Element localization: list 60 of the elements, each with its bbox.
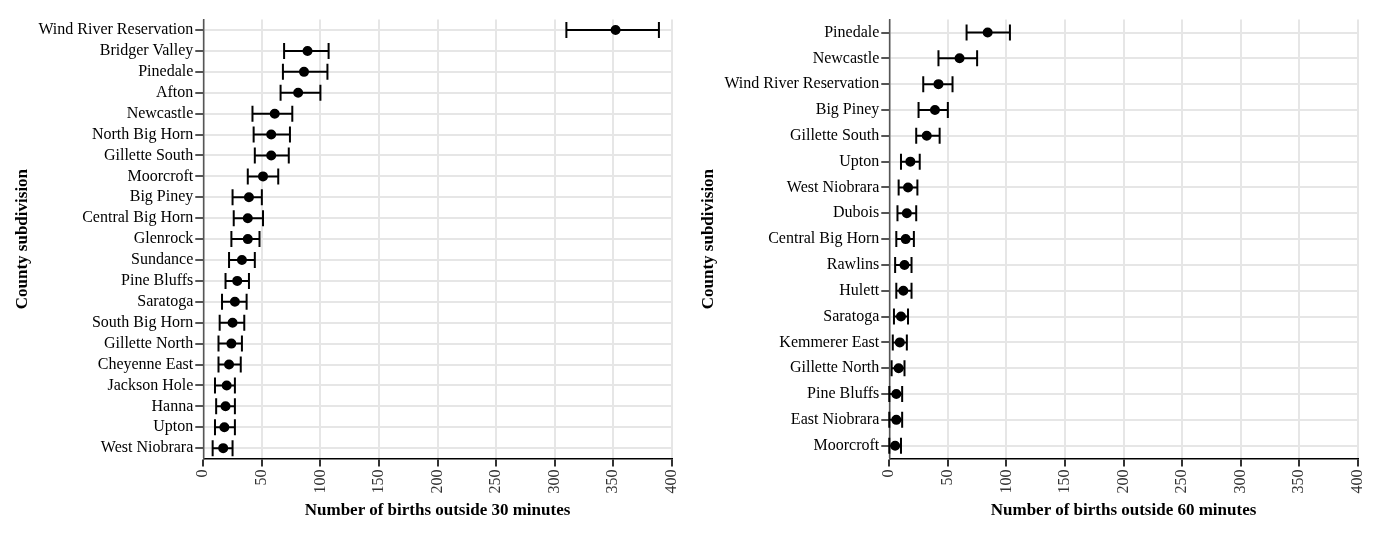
- x-tick-label: 50: [938, 469, 956, 486]
- x-axis-title: Number of births outside 30 minutes: [304, 500, 571, 520]
- x-tick-label: 250: [1172, 469, 1190, 494]
- y-tick-label: Dubois: [833, 203, 880, 221]
- y-tick-label: Glenrock: [133, 229, 194, 247]
- y-tick-label: Central Big Horn: [82, 208, 194, 227]
- y-tick-label: Afton: [155, 82, 194, 100]
- y-tick-label: Saratoga: [137, 292, 194, 311]
- y-tick-label: Big Piney: [815, 100, 880, 119]
- x-tick-label: 150: [369, 469, 387, 494]
- y-tick-label: West Niobrara: [786, 177, 880, 195]
- x-tick-label: 400: [1348, 469, 1365, 494]
- x-tick-label: 350: [603, 469, 621, 494]
- y-tick-label: Gillette North: [103, 333, 194, 351]
- y-tick-label: Big Piney: [129, 187, 194, 206]
- y-tick-label: Wind River Reservation: [38, 20, 194, 38]
- x-tick-label: 300: [1230, 469, 1248, 494]
- y-tick-label: Cheyenne East: [97, 354, 194, 373]
- y-tick-label: Hanna: [151, 396, 194, 414]
- x-tick-label: 350: [1289, 469, 1307, 494]
- x-tick-label: 200: [1113, 469, 1131, 494]
- x-tick-label: 50: [252, 469, 270, 486]
- y-tick-label: Gillette North: [789, 358, 880, 376]
- x-axis-title: Number of births outside 60 minutes: [990, 500, 1257, 520]
- y-tick-label: Central Big Horn: [768, 229, 880, 248]
- y-tick-label: Pine Bluffs: [121, 271, 194, 289]
- y-tick-label: Newcastle: [812, 48, 880, 66]
- y-tick-label: West Niobrara: [100, 438, 194, 456]
- y-tick-label: Sundance: [131, 250, 194, 268]
- x-tick-label: 100: [996, 469, 1014, 494]
- y-tick-label: Rawlins: [826, 255, 880, 273]
- y-tick-label: Moorcroft: [127, 166, 194, 184]
- y-tick-label: Bridger Valley: [99, 41, 194, 60]
- y-tick-label: Hulett: [839, 280, 880, 298]
- y-tick-label: Pinedale: [824, 22, 880, 40]
- y-tick-label: Gillette South: [789, 126, 880, 144]
- y-tick-label: Jackson Hole: [107, 375, 194, 393]
- y-tick-label: North Big Horn: [91, 124, 194, 143]
- x-tick-label: 200: [427, 469, 445, 494]
- y-tick-label: Newcastle: [126, 103, 194, 121]
- y-tick-label: Wind River Reservation: [724, 74, 880, 92]
- y-tick-label: Upton: [839, 151, 880, 170]
- y-tick-label: Pinedale: [138, 62, 194, 80]
- y-axis-title: County subdivision: [697, 168, 717, 310]
- y-tick-label: Upton: [153, 417, 194, 436]
- x-tick-label: 400: [662, 469, 679, 494]
- y-tick-label: Pine Bluffs: [807, 384, 880, 402]
- x-tick-label: 300: [544, 469, 562, 494]
- x-tick-label: 0: [879, 469, 897, 478]
- y-tick-label: Saratoga: [823, 306, 880, 325]
- y-tick-label: Gillette South: [103, 145, 194, 163]
- x-tick-label: 250: [486, 469, 504, 494]
- y-tick-label: East Niobrara: [790, 410, 880, 428]
- x-tick-label: 100: [310, 469, 328, 494]
- y-tick-label: South Big Horn: [91, 312, 194, 331]
- y-tick-label: Kemmerer East: [779, 332, 880, 350]
- x-tick-label: 150: [1055, 469, 1073, 494]
- x-tick-label: 0: [193, 469, 211, 478]
- y-axis-title: County subdivision: [11, 168, 31, 310]
- y-tick-label: Moorcroft: [813, 435, 880, 453]
